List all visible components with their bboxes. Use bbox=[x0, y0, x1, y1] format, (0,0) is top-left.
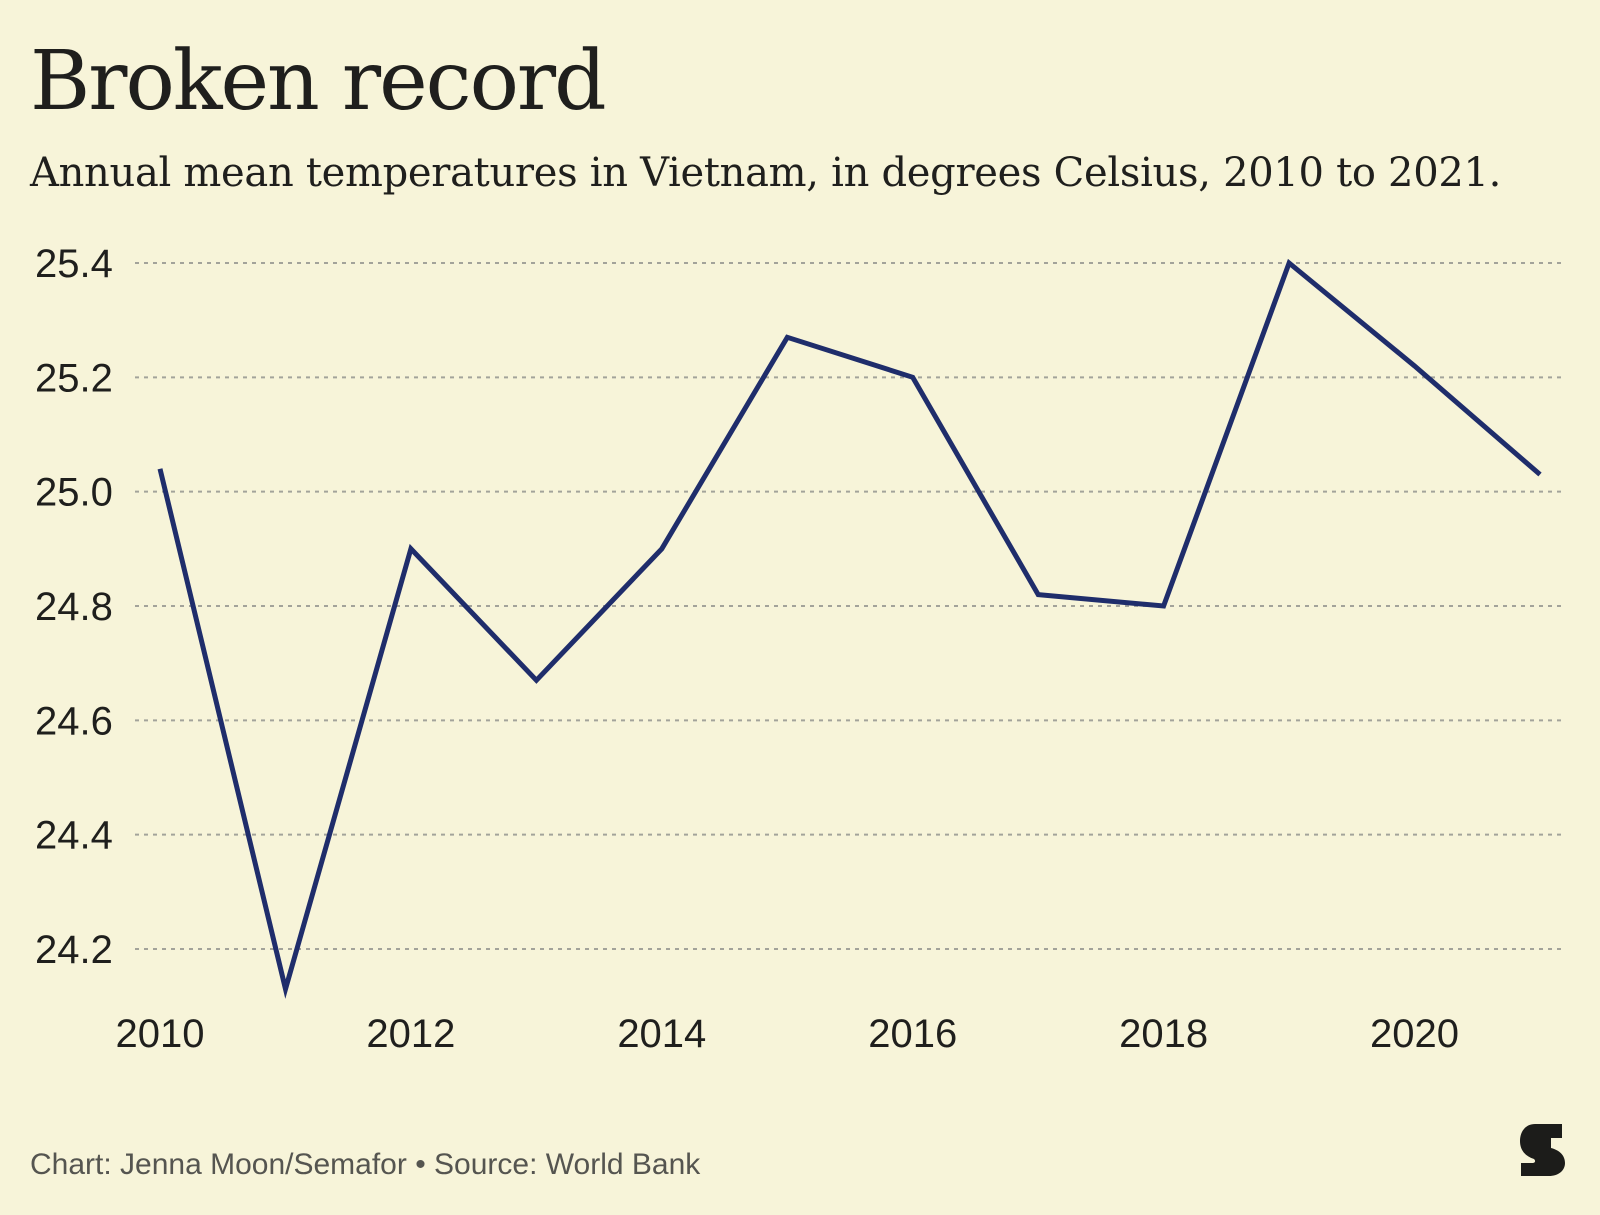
y-tick-label: 24.4 bbox=[35, 814, 113, 858]
x-axis-ticks: 2010 2012 2014 2016 2018 2020 bbox=[116, 1012, 1460, 1056]
semafor-logo-icon bbox=[1520, 1124, 1565, 1176]
y-axis-ticks: 24.2 24.4 24.6 24.8 25.0 25.2 25.4 bbox=[35, 242, 113, 972]
y-tick-label: 25.2 bbox=[35, 356, 113, 400]
y-tick-label: 24.6 bbox=[35, 699, 113, 743]
series-layer bbox=[157, 258, 1542, 999]
series-line bbox=[157, 258, 1542, 999]
x-tick-label: 2016 bbox=[868, 1012, 957, 1056]
grid-lines bbox=[135, 262, 1563, 950]
line-chart: 24.224.424.624.825.025.225.4 2010 2012 201… bbox=[35, 242, 1563, 1056]
x-tick-label: 2014 bbox=[617, 1012, 706, 1056]
x-tick-label: 2020 bbox=[1370, 1012, 1459, 1056]
chart-credit: Chart: Jenna Moon/Semafor • Source: Worl… bbox=[30, 1148, 701, 1181]
y-tick-label: 24.8 bbox=[35, 585, 113, 629]
x-tick-label: 2010 bbox=[116, 1012, 205, 1056]
chart-title: Broken record bbox=[30, 34, 607, 129]
x-tick-label: 2018 bbox=[1119, 1012, 1208, 1056]
chart-subtitle: Annual mean temperatures in Vietnam, in … bbox=[30, 150, 1502, 196]
x-tick-label: 2012 bbox=[366, 1012, 455, 1056]
y-tick-label: 24.2 bbox=[35, 928, 113, 972]
y-tick-label: 25.0 bbox=[35, 471, 113, 515]
y-tick-label: 25.4 bbox=[35, 242, 113, 286]
